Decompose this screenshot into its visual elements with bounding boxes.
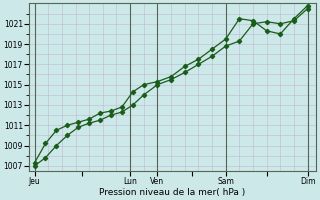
X-axis label: Pression niveau de la mer( hPa ): Pression niveau de la mer( hPa ) — [99, 188, 246, 197]
